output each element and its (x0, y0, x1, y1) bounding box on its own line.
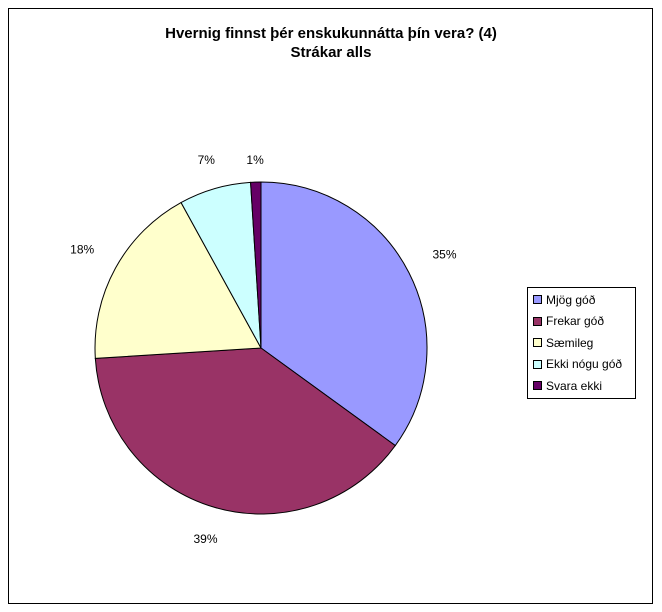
legend-swatch (533, 381, 542, 391)
data-label-saemileg: 18% (70, 243, 94, 257)
legend-label: Svara ekki (546, 378, 603, 393)
pie-slice-svara-ekki (250, 181, 262, 349)
pie-slice-mjog-god (260, 181, 428, 447)
data-label-svara-ekki: 1% (246, 153, 264, 167)
legend-swatch (533, 338, 542, 348)
legend-item-frekar-god: Frekar góð (533, 311, 635, 333)
chart-subtitle: Strákar alls (290, 44, 372, 61)
legend: Mjög góð Frekar góð Sæmileg Ekki nógu góð Sv… (527, 287, 636, 399)
legend-item-ekki-nogu-god: Ekki nógu góð (533, 354, 635, 376)
chart-title: Hvernig finnst þér enskukunnátta þín ver… (165, 25, 497, 42)
legend-label: Frekar góð (546, 314, 605, 329)
legend-item-saemileg: Sæmileg (533, 332, 635, 354)
pie-slice-saemileg (94, 201, 262, 359)
legend-label: Ekki nógu góð (546, 357, 623, 372)
data-label-frekar-god: 39% (193, 532, 217, 546)
legend-swatch (533, 295, 542, 305)
chart-title-block: Hvernig finnst þér enskukunnátta þín ver… (0, 24, 662, 62)
legend-swatch (533, 316, 542, 326)
pie-slice-frekar-god (94, 347, 396, 515)
data-label-mjog-god: 35% (432, 248, 456, 262)
legend-item-svara-ekki: Svara ekki (533, 375, 635, 397)
legend-label: Mjög góð (546, 292, 596, 307)
legend-swatch (533, 359, 542, 369)
legend-label: Sæmileg (546, 335, 594, 350)
data-label-ekki-nogu-god: 7% (198, 153, 216, 167)
legend-item-mjog-god: Mjög góð (533, 289, 635, 311)
